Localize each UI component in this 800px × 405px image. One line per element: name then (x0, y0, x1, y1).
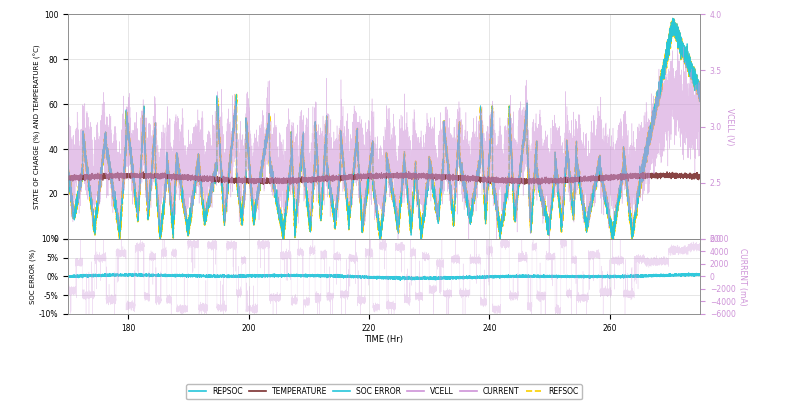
Y-axis label: CURRENT (mA): CURRENT (mA) (738, 247, 747, 305)
Y-axis label: SOC ERROR (%): SOC ERROR (%) (30, 249, 36, 304)
Y-axis label: STATE OF CHARGE (%) AND TEMPERATURE (°C): STATE OF CHARGE (%) AND TEMPERATURE (°C) (34, 44, 41, 209)
Legend: REPSOC, TEMPERATURE, SOC ERROR, VCELL, CURRENT, REFSOC: REPSOC, TEMPERATURE, SOC ERROR, VCELL, C… (186, 384, 582, 399)
Y-axis label: VCELL (V): VCELL (V) (725, 108, 734, 145)
X-axis label: TIME (Hr): TIME (Hr) (365, 335, 403, 344)
